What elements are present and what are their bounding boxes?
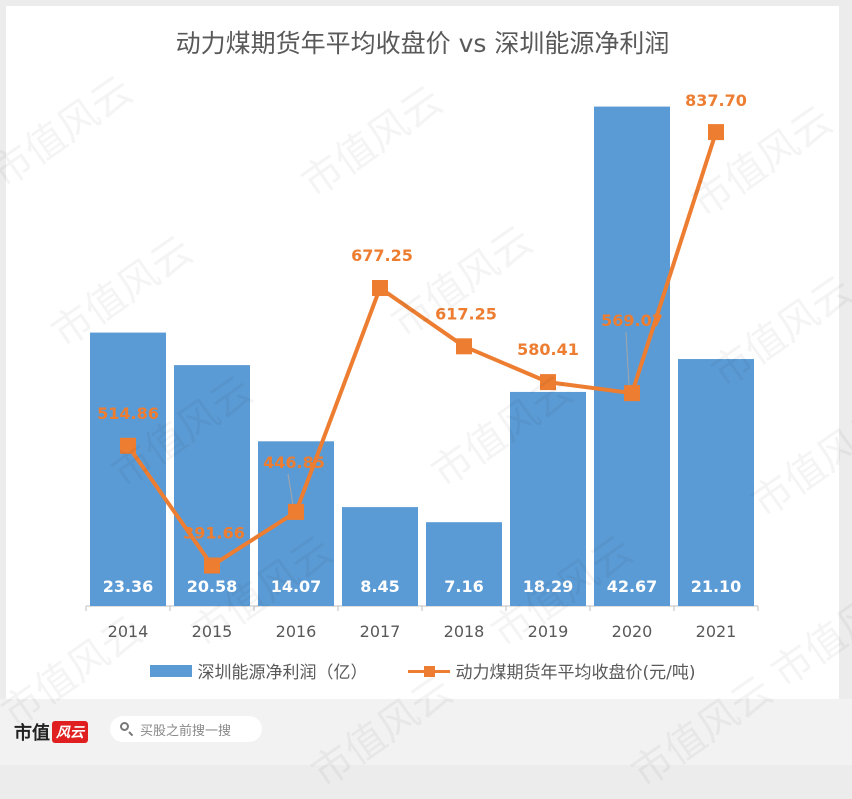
bar-2018 bbox=[426, 522, 502, 606]
line-point-2016 bbox=[288, 503, 304, 520]
line-point-2021 bbox=[708, 124, 724, 141]
line-point-2014 bbox=[120, 437, 136, 454]
bar-label-2019: 18.29 bbox=[523, 577, 574, 596]
line-point-2017 bbox=[372, 280, 388, 297]
brand-logo[interactable]: 市值 风云 bbox=[14, 719, 88, 745]
search-placeholder: 买股之前搜一搜 bbox=[140, 723, 232, 739]
line-point-2018 bbox=[456, 338, 472, 355]
x-tick-2015: 2015 bbox=[192, 622, 233, 641]
leader-line-2020 bbox=[625, 332, 630, 387]
bar-2020 bbox=[594, 106, 670, 606]
leader-line-2016 bbox=[287, 473, 294, 505]
bar-2016 bbox=[258, 441, 334, 606]
x-tick-2017: 2017 bbox=[360, 622, 401, 641]
line-label-2020: 569.07 bbox=[601, 311, 663, 330]
bar-2019 bbox=[510, 391, 586, 606]
line-label-2021: 837.70 bbox=[685, 91, 747, 110]
legend-item-line[interactable]: 动力煤期货年平均收盘价(元/吨) bbox=[407, 658, 696, 683]
chart-plot: 23.36 2014 20.58 2015 14.07 2016 8.45 2017 7.16 2… bbox=[85, 91, 759, 641]
legend-item-bar[interactable]: 深圳能源净利润（亿） bbox=[149, 658, 368, 683]
brand-seal: 风云 bbox=[52, 721, 88, 743]
line-label-2019: 580.41 bbox=[517, 340, 579, 359]
bar-2014 bbox=[90, 332, 166, 606]
footer-bar: 市值 风云 买股之前搜一搜 bbox=[0, 699, 852, 765]
bar-label-2020: 42.67 bbox=[607, 577, 658, 596]
x-tick-2018: 2018 bbox=[444, 622, 485, 641]
line-series bbox=[126, 131, 718, 568]
search-box[interactable]: 买股之前搜一搜 bbox=[110, 716, 262, 742]
bar-label-2014: 23.36 bbox=[103, 577, 154, 596]
line-label-2015: 391.66 bbox=[183, 524, 245, 543]
line-point-2015 bbox=[204, 557, 220, 574]
bar-label-2015: 20.58 bbox=[187, 577, 238, 596]
chart-title: 动力煤期货年平均收盘价 vs 深圳能源净利润 bbox=[175, 29, 670, 58]
legend-bar-label: 深圳能源净利润（亿） bbox=[197, 663, 368, 683]
bar-2017 bbox=[342, 507, 418, 606]
legend-bar-swatch bbox=[149, 664, 192, 677]
x-tick-2014: 2014 bbox=[108, 622, 149, 641]
legend-line-swatch bbox=[407, 665, 450, 677]
bar-label-2021: 21.10 bbox=[691, 577, 742, 596]
line-label-2016: 446.85 bbox=[263, 453, 325, 472]
legend-line-label: 动力煤期货年平均收盘价(元/吨) bbox=[455, 663, 696, 683]
brand-text: 市值 bbox=[14, 723, 50, 744]
bar-2021 bbox=[678, 359, 754, 606]
chart-legend: 深圳能源净利润（亿） 动力煤期货年平均收盘价(元/吨) bbox=[6, 658, 839, 683]
bar-label-2016: 14.07 bbox=[271, 577, 322, 596]
bar-label-2017: 8.45 bbox=[360, 577, 399, 596]
x-tick-2016: 2016 bbox=[276, 622, 317, 641]
line-label-2017: 677.25 bbox=[351, 246, 413, 265]
line-label-2014: 514.86 bbox=[97, 404, 159, 423]
x-tick-2020: 2020 bbox=[612, 622, 653, 641]
x-tick-2019: 2019 bbox=[528, 622, 569, 641]
line-point-2019 bbox=[540, 374, 556, 391]
line-label-2018: 617.25 bbox=[435, 304, 497, 323]
x-tick-2021: 2021 bbox=[696, 622, 737, 641]
bar-label-2018: 7.16 bbox=[444, 577, 483, 596]
chart-card: 动力煤期货年平均收盘价 vs 深圳能源净利润 23.36 2014 20.58 201… bbox=[6, 6, 839, 699]
line-point-2020 bbox=[624, 385, 640, 402]
search-icon bbox=[120, 722, 134, 736]
